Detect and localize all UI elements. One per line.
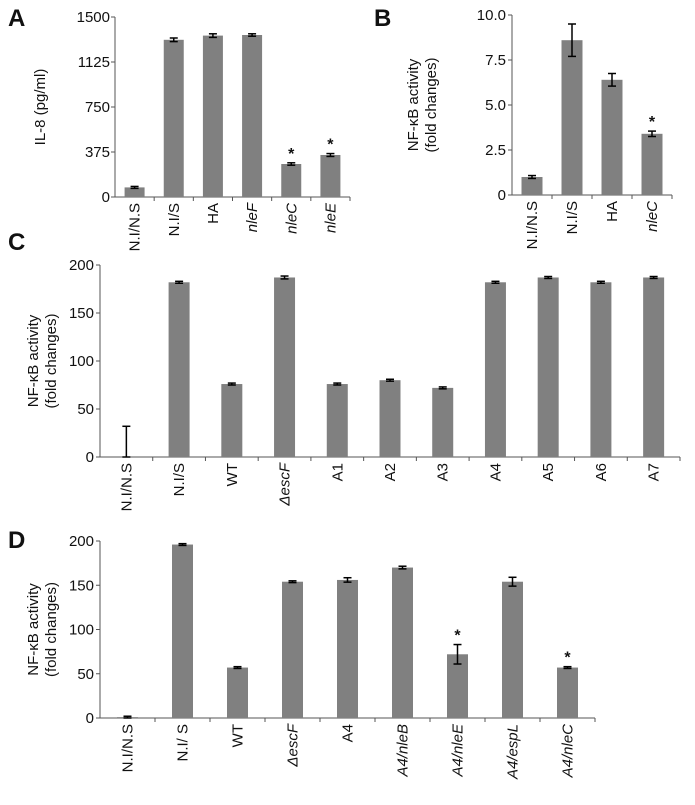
y-axis-title: NF-κB activity(fold changes) bbox=[25, 313, 60, 408]
bar bbox=[227, 667, 248, 718]
bar bbox=[641, 133, 663, 195]
category-label: nleC bbox=[283, 203, 300, 234]
y-tick-label: 7.5 bbox=[485, 52, 506, 69]
category-label: N.I/N.S bbox=[524, 201, 541, 249]
y-tick-label: 50 bbox=[77, 666, 94, 683]
bar bbox=[643, 277, 665, 457]
category-label: WT bbox=[230, 724, 247, 747]
category-label: A6 bbox=[593, 463, 610, 481]
bar bbox=[320, 155, 341, 197]
bar bbox=[379, 380, 401, 457]
category-label: ΔescF bbox=[285, 723, 302, 767]
bar bbox=[326, 384, 348, 457]
bar bbox=[221, 384, 243, 457]
bar bbox=[337, 579, 358, 718]
y-tick-label: 200 bbox=[69, 257, 94, 274]
category-label: A4 bbox=[340, 724, 357, 742]
y-axis-title: NF-κB activity(fold changes) bbox=[405, 57, 440, 152]
y-tick-label: 0 bbox=[86, 449, 94, 466]
y-tick-label: 750 bbox=[85, 99, 110, 116]
category-label: N.I/ S bbox=[175, 724, 192, 762]
bar bbox=[484, 282, 506, 457]
significance-marker: * bbox=[564, 650, 571, 667]
category-label: A7 bbox=[646, 463, 663, 481]
category-label: N.I/N.S bbox=[127, 203, 144, 251]
category-label: N.I/S bbox=[564, 201, 581, 234]
bar bbox=[502, 581, 523, 718]
bar bbox=[392, 567, 413, 718]
bar bbox=[202, 35, 223, 197]
category-label: HA bbox=[205, 203, 222, 224]
category-label: nleE bbox=[322, 202, 339, 233]
bar bbox=[281, 164, 302, 197]
y-tick-label: 100 bbox=[69, 353, 94, 370]
bar bbox=[282, 581, 303, 718]
bar bbox=[172, 544, 193, 718]
bar bbox=[447, 654, 468, 718]
bar bbox=[521, 177, 543, 195]
category-label: N.I/N.S bbox=[118, 463, 135, 511]
bar bbox=[274, 277, 296, 457]
bar bbox=[163, 39, 184, 197]
y-tick-label: 0 bbox=[102, 189, 110, 206]
category-label: A5 bbox=[540, 463, 557, 481]
y-tick-label: 10.0 bbox=[477, 7, 506, 24]
y-tick-label: 200 bbox=[69, 533, 94, 550]
category-label: WT bbox=[224, 463, 241, 486]
bar bbox=[124, 187, 145, 197]
panel-letter-a: A bbox=[8, 5, 25, 32]
chart-panel-a: 0 375 750 1125 1500 IL-8 (pg/ml) N.I/N.S N.I/S H… bbox=[32, 9, 351, 251]
panel-letter-c: C bbox=[8, 229, 25, 256]
significance-marker: * bbox=[454, 628, 461, 645]
significance-marker: * bbox=[649, 114, 656, 131]
y-tick-label: 150 bbox=[69, 577, 94, 594]
category-label: A4/espL bbox=[505, 724, 522, 780]
category-label: ΔescF bbox=[277, 462, 294, 506]
category-label: A4/nleB bbox=[395, 724, 412, 778]
bar bbox=[537, 277, 559, 457]
y-tick-label: 0 bbox=[86, 710, 94, 727]
category-label: A2 bbox=[382, 463, 399, 481]
category-label: A4 bbox=[487, 463, 504, 481]
category-label: A3 bbox=[435, 463, 452, 481]
bar bbox=[590, 282, 612, 457]
category-label: N.I/N.S bbox=[120, 724, 137, 772]
y-tick-label: 50 bbox=[77, 401, 94, 418]
bar bbox=[561, 40, 583, 196]
category-label: nleC bbox=[644, 201, 661, 232]
bar bbox=[242, 35, 263, 197]
chart-panel-b: 0 2.5 5.0 7.5 10.0 NF-κB activity(fold change… bbox=[405, 7, 673, 249]
category-label: N.I/S bbox=[171, 463, 188, 496]
y-tick-label: 150 bbox=[69, 305, 94, 322]
category-label: nleF bbox=[244, 202, 261, 232]
y-tick-label: 100 bbox=[69, 622, 94, 639]
y-axis-title: NF-κB activity(fold changes) bbox=[25, 582, 60, 677]
chart-panel-c: 0 50 100 150 200 NF-κB activity(fold changes)… bbox=[25, 257, 681, 511]
category-label: A4/nleC bbox=[560, 724, 577, 779]
y-tick-label: 1125 bbox=[78, 54, 110, 71]
category-label: A4/nleE bbox=[450, 723, 467, 778]
category-label: A1 bbox=[329, 463, 346, 481]
y-axis-title: IL-8 (pg/ml) bbox=[32, 69, 49, 146]
y-tick-label: 5.0 bbox=[485, 97, 506, 114]
y-tick-label: 375 bbox=[85, 144, 110, 161]
bar bbox=[601, 79, 623, 195]
panel-letter-d: D bbox=[8, 527, 25, 554]
y-tick-label: 0 bbox=[498, 187, 506, 204]
bar bbox=[557, 667, 578, 718]
y-tick-label: 2.5 bbox=[485, 142, 506, 159]
significance-marker: * bbox=[288, 146, 295, 163]
category-label: HA bbox=[604, 201, 621, 222]
significance-marker: * bbox=[327, 137, 334, 154]
category-label: N.I/S bbox=[166, 203, 183, 236]
y-tick-label: 1500 bbox=[77, 9, 110, 26]
chart-panel-d: 0 50 100 150 200 NF-κB activity(fold changes)… bbox=[25, 533, 596, 780]
bar bbox=[168, 282, 190, 457]
bar bbox=[432, 387, 454, 457]
panel-letter-b: B bbox=[374, 5, 391, 32]
